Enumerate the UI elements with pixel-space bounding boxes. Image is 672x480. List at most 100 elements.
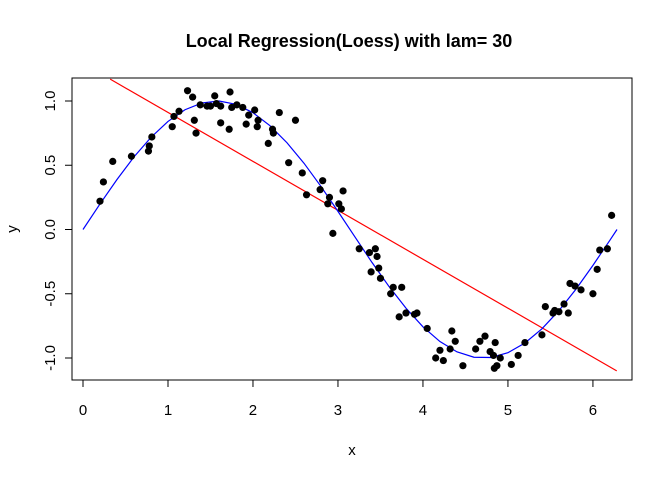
data-point: [496, 354, 504, 362]
data-point: [329, 229, 337, 237]
data-point: [375, 264, 383, 272]
data-point: [127, 152, 136, 160]
data-point: [439, 356, 447, 365]
data-point: [459, 362, 467, 370]
data-point: [189, 93, 197, 101]
data-point: [302, 191, 311, 199]
data-point: [242, 120, 250, 128]
data-point: [319, 177, 327, 185]
data-point: [251, 106, 259, 114]
y-axis-label: y: [4, 225, 21, 233]
x-tick-label: 4: [419, 402, 427, 419]
data-point: [245, 111, 253, 119]
data-point: [398, 283, 406, 291]
data-point: [225, 125, 233, 133]
y-tick-label: 1.0: [42, 91, 59, 112]
y-tick-label: 0.0: [42, 219, 59, 240]
data-point: [291, 116, 300, 124]
data-point: [514, 351, 522, 360]
linear-fit-line: [109, 78, 618, 372]
y-tick-label: -0.5: [42, 281, 59, 307]
x-axis: 0 1 2 3 4 5 6: [79, 379, 597, 419]
loess-fit-curve: [82, 100, 618, 359]
data-point: [521, 338, 529, 347]
data-point: [253, 123, 261, 131]
data-point: [316, 186, 324, 194]
data-point: [451, 337, 459, 345]
data-point: [596, 246, 604, 254]
data-point: [145, 142, 153, 150]
data-point: [423, 324, 431, 333]
data-point: [168, 123, 176, 131]
chart-title: Local Regression(Loess) with lam= 30: [186, 31, 513, 51]
data-point: [217, 102, 225, 110]
data-point: [507, 360, 515, 369]
data-point: [285, 159, 293, 167]
y-tick-label: 0.5: [42, 155, 59, 176]
x-axis-label: x: [348, 442, 356, 459]
data-point: [589, 290, 597, 298]
data-point: [493, 362, 501, 370]
data-point: [448, 327, 456, 335]
data-point: [371, 245, 379, 253]
data-point: [541, 303, 549, 311]
data-point: [413, 309, 421, 317]
data-point: [298, 169, 306, 177]
data-point: [211, 92, 219, 100]
data-point: [226, 88, 234, 96]
data-point: [239, 103, 247, 112]
data-point: [217, 119, 225, 127]
data-point: [476, 337, 484, 345]
data-point: [603, 245, 611, 253]
data-point: [233, 101, 241, 109]
data-point: [577, 286, 585, 294]
data-point: [389, 283, 397, 291]
data-point: [373, 252, 381, 261]
data-point: [355, 245, 363, 253]
data-point: [254, 116, 262, 124]
x-tick-label: 6: [589, 402, 597, 419]
data-point: [489, 351, 498, 360]
data-point: [608, 211, 616, 219]
x-tick-label: 0: [79, 402, 87, 419]
x-tick-label: 3: [334, 402, 342, 419]
data-point: [395, 313, 403, 321]
data-point: [367, 268, 375, 276]
plot-frame: [71, 77, 633, 381]
data-point: [96, 197, 104, 205]
data-point: [109, 157, 117, 165]
data-point: [324, 200, 332, 208]
data-point: [148, 133, 156, 141]
y-tick-label: -1.0: [42, 345, 59, 371]
data-points: [96, 87, 616, 372]
data-point: [432, 354, 440, 362]
data-point: [325, 193, 334, 201]
x-tick-label: 2: [249, 402, 257, 419]
data-point: [446, 345, 454, 353]
data-point: [564, 309, 572, 317]
data-point: [571, 282, 579, 290]
data-point: [170, 112, 178, 121]
y-axis: -1.0 -0.5 0.0 0.5 1.0: [42, 91, 73, 371]
data-point: [402, 309, 410, 317]
data-point: [190, 116, 198, 124]
data-point: [376, 274, 385, 282]
data-point: [192, 129, 200, 137]
data-point: [481, 332, 489, 340]
data-point: [196, 101, 204, 109]
data-point: [99, 178, 107, 186]
data-point: [365, 249, 374, 257]
data-point: [206, 102, 215, 110]
x-tick-label: 5: [504, 402, 512, 419]
plot-area: [82, 78, 618, 372]
data-point: [337, 205, 345, 213]
data-point: [275, 108, 283, 117]
data-point: [593, 265, 601, 273]
data-point: [339, 187, 347, 195]
data-point: [436, 346, 444, 354]
x-tick-label: 1: [164, 402, 172, 419]
data-point: [183, 87, 192, 95]
data-point: [264, 139, 272, 148]
data-point: [472, 345, 480, 353]
